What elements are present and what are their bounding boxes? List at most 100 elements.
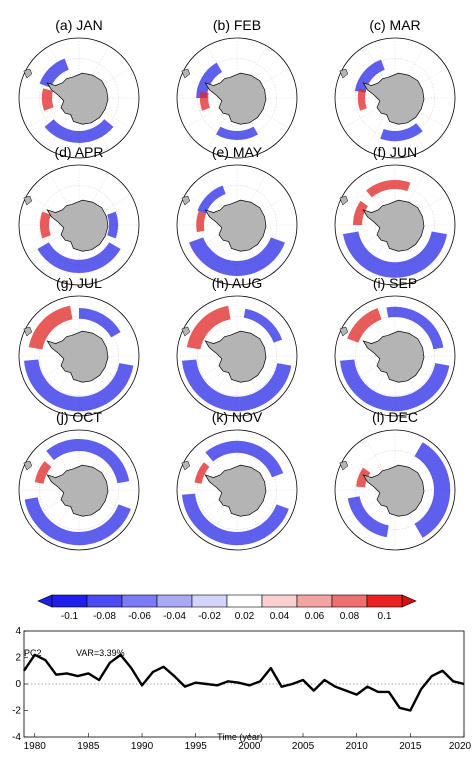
negative-anomaly-region <box>354 59 385 93</box>
positive-anomaly-region <box>186 305 231 350</box>
negative-anomaly-region <box>243 308 283 343</box>
negative-anomaly-region <box>79 308 121 338</box>
positive-anomaly-region <box>199 91 210 111</box>
map-panel: (g) JUL <box>18 275 140 417</box>
antarctica-landmass <box>46 199 109 252</box>
antarctica-landmass <box>204 330 267 383</box>
colorbar: -0.1 -0.08 -0.06 -0.04 -0.02 0.02 0.04 0.06 0.08… <box>37 594 417 622</box>
south-america-tip <box>181 326 191 337</box>
antarctica-landmass <box>204 464 267 517</box>
map-panels: (a) JAN (b) FEB (c) MAR (d) APR (e) MAY (f) J… <box>18 17 456 551</box>
map-panel-title: (a) JAN <box>55 17 102 33</box>
map-panel: (e) MAY <box>176 144 298 286</box>
x-tick-label: 2010 <box>346 741 369 752</box>
colorbar-tick-label: -0.1 <box>61 611 79 622</box>
positive-anomaly-region <box>366 180 411 198</box>
negative-anomaly-region <box>24 359 134 412</box>
map-panel: (j) OCT <box>18 409 140 551</box>
south-america-tip <box>339 195 349 206</box>
south-america-tip <box>339 460 349 471</box>
antarctica-landmass <box>46 72 109 125</box>
map-panel-title: (h) AUG <box>212 275 263 291</box>
map-panel-title: (f) JUN <box>373 144 417 160</box>
south-america-tip <box>181 195 191 206</box>
map-panel: (h) AUG <box>176 275 298 417</box>
pc2-label: PC2 <box>24 648 42 658</box>
x-tick-label: 2015 <box>399 741 422 752</box>
negative-anomaly-region <box>37 242 121 273</box>
south-america-tip <box>339 326 349 337</box>
colorbar-tick-label: 0.1 <box>378 611 392 622</box>
x-tick-label: 2020 <box>449 741 472 752</box>
positive-anomaly-region <box>196 211 206 233</box>
map-panel: (b) FEB <box>176 17 298 159</box>
positive-anomaly-region <box>34 461 52 484</box>
colorbar-segment <box>121 594 158 608</box>
antarctica-landmass <box>362 330 425 383</box>
colorbar-tick-label: 0.06 <box>305 611 325 622</box>
map-panel: (c) MAR <box>334 17 456 159</box>
negative-anomaly-region <box>189 237 285 276</box>
x-tick-label: 2000 <box>238 741 261 752</box>
negative-anomaly-region <box>340 359 450 412</box>
negative-anomaly-region <box>205 440 284 478</box>
negative-anomaly-region <box>46 439 130 484</box>
negative-anomaly-region <box>347 496 389 538</box>
colorbar-left-arrow <box>37 594 53 608</box>
map-panel-title: (i) SEP <box>373 275 417 291</box>
colorbar-tick-label: 0.08 <box>340 611 360 622</box>
negative-anomaly-region <box>343 231 447 278</box>
positive-anomaly-region <box>353 200 368 225</box>
negative-anomaly-region <box>197 185 226 214</box>
map-meridian-line <box>26 325 132 387</box>
positive-anomaly-region <box>28 305 73 350</box>
map-panel: (k) NOV <box>176 409 298 551</box>
map-panel-title: (g) JUL <box>56 275 102 291</box>
map-panel-title: (c) MAR <box>369 17 420 33</box>
antarctica-landmass <box>204 199 267 252</box>
colorbar-tick-label: 0.02 <box>235 611 255 622</box>
colorbar-tick-label: -0.06 <box>128 611 151 622</box>
positive-anomaly-region <box>347 308 382 343</box>
pc2-series-line <box>23 653 465 712</box>
colorbar-tick-label: -0.04 <box>163 611 186 622</box>
negative-anomaly-region <box>386 306 444 350</box>
negative-anomaly-region <box>196 62 222 98</box>
x-tick-label: 1985 <box>77 741 100 752</box>
antarctica-landmass <box>362 199 425 252</box>
negative-anomaly-region <box>107 211 119 239</box>
y-tick-label: -2 <box>12 706 21 717</box>
y-tick-label: 2 <box>15 653 21 664</box>
map-panel: (a) JAN <box>18 17 140 159</box>
south-america-tip <box>23 326 33 337</box>
south-america-tip <box>181 460 191 471</box>
var-label: VAR=3.39% <box>76 648 125 658</box>
negative-anomaly-region <box>39 58 69 88</box>
x-tick-label: 1980 <box>24 741 47 752</box>
negative-anomaly-region <box>44 119 114 143</box>
map-panel: (i) SEP <box>334 275 456 417</box>
colorbar-right-arrow <box>401 594 417 608</box>
south-america-tip <box>23 195 33 206</box>
colorbar-segment <box>331 594 368 608</box>
colorbar-tick-label: -0.08 <box>93 611 116 622</box>
colorbar-segment <box>261 594 298 608</box>
antarctica-landmass <box>46 464 109 517</box>
map-meridian-line <box>26 459 132 521</box>
positive-anomaly-region <box>41 88 54 111</box>
south-america-tip <box>181 68 191 79</box>
colorbar-segment <box>86 594 123 608</box>
colorbar-segment <box>51 594 88 608</box>
map-panel-title: (d) APR <box>54 144 103 160</box>
y-tick-label: 4 <box>15 626 21 637</box>
colorbar-segment <box>191 594 228 608</box>
map-panel-title: (k) NOV <box>212 409 263 425</box>
positive-anomaly-region <box>356 467 371 488</box>
antarctica-landmass <box>204 72 267 125</box>
map-panel: (f) JUN <box>334 144 456 286</box>
positive-anomaly-region <box>357 88 367 111</box>
negative-anomaly-region <box>380 123 423 142</box>
south-america-tip <box>339 68 349 79</box>
